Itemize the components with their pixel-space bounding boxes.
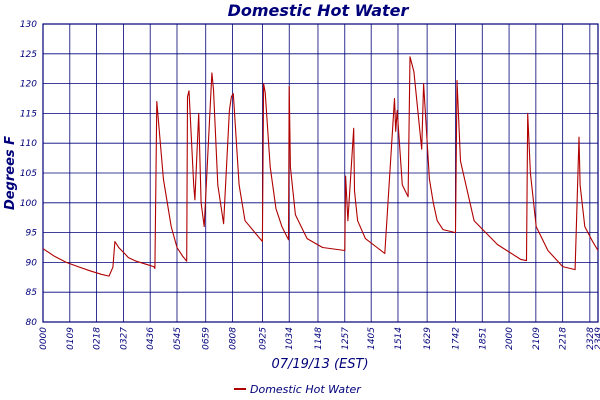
x-tick-label: 0000 bbox=[39, 327, 49, 350]
x-tick-label: 1257 bbox=[341, 327, 351, 350]
x-tick-label: 0545 bbox=[173, 327, 183, 350]
series-line-domestic-hot-water bbox=[42, 56, 599, 277]
x-tick-label: 0659 bbox=[202, 327, 212, 350]
legend-label: Domestic Hot Water bbox=[250, 383, 362, 396]
x-tick-label: 1405 bbox=[367, 327, 377, 350]
y-tick-label: 95 bbox=[26, 229, 38, 239]
y-tick-label: 100 bbox=[20, 199, 37, 209]
x-tick-label: 2000 bbox=[505, 327, 515, 350]
y-tick-label: 115 bbox=[20, 109, 37, 119]
y-tick-label: 120 bbox=[20, 80, 37, 90]
y-tick-label: 130 bbox=[20, 20, 37, 30]
grid bbox=[42, 23, 599, 323]
x-tick-label: 0109 bbox=[66, 327, 76, 350]
x-tick-label: 0218 bbox=[93, 327, 103, 350]
y-tick-label: 125 bbox=[20, 50, 37, 60]
x-tick-label: 1514 bbox=[394, 327, 404, 350]
x-tick-label: 1742 bbox=[451, 327, 461, 350]
x-tick-label: 0808 bbox=[229, 327, 239, 350]
y-tick-label: 110 bbox=[20, 139, 37, 149]
x-tick-label: 2328 bbox=[586, 327, 596, 350]
x-tick-label: 1034 bbox=[285, 327, 295, 350]
y-tick-label: 85 bbox=[26, 288, 38, 298]
x-tick-label: 2109 bbox=[532, 327, 542, 350]
x-tick-label: 1629 bbox=[423, 327, 433, 350]
x-tick-label: 0327 bbox=[119, 327, 129, 350]
x-tick-label: 1148 bbox=[314, 327, 324, 350]
y-tick-label: 105 bbox=[20, 169, 37, 179]
x-tick-label: 0436 bbox=[146, 327, 156, 350]
y-axis-label: Degrees F bbox=[3, 136, 18, 210]
x-axis-label: 07/19/13 (EST) bbox=[271, 357, 368, 372]
y-tick-label: 90 bbox=[26, 258, 38, 268]
x-tick-labels: 0000 0109 0218 0327 0436 0545 0659 0808 0925 1034… bbox=[39, 327, 600, 350]
x-tick-label: 0925 bbox=[258, 327, 268, 350]
legend: Domestic Hot Water bbox=[234, 383, 362, 396]
x-tick-label: 2218 bbox=[559, 327, 569, 350]
chart-title: Domestic Hot Water bbox=[228, 1, 410, 20]
x-tick-label: 2349 bbox=[594, 327, 600, 350]
y-tick-labels: 80 85 90 95 100 105 110 115 120 125 130 bbox=[20, 20, 37, 328]
x-tick-label: 1851 bbox=[478, 327, 488, 350]
y-tick-label: 80 bbox=[26, 318, 38, 328]
